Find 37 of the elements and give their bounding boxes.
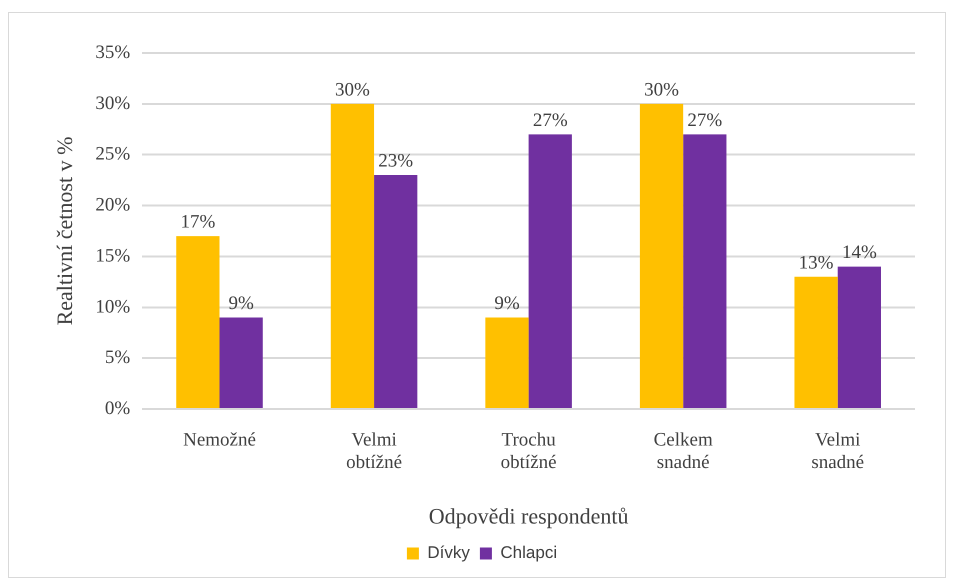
data-label: 27% bbox=[532, 110, 568, 131]
x-tick-label: Celkem snadné bbox=[654, 429, 713, 474]
bar bbox=[374, 175, 418, 408]
legend-label: Chlapci bbox=[500, 543, 558, 562]
bar bbox=[640, 104, 684, 408]
bar bbox=[794, 276, 838, 408]
x-tick-label: Velmi obtížné bbox=[346, 429, 402, 474]
x-tick-label: Nemožné bbox=[183, 429, 256, 450]
data-label: 9% bbox=[494, 292, 520, 314]
y-tick-label: 35% bbox=[95, 42, 130, 63]
data-label: 30% bbox=[335, 79, 370, 100]
data-label: 23% bbox=[378, 150, 414, 172]
data-label: 17% bbox=[180, 212, 216, 233]
x-tick-label: Velmi snadné bbox=[811, 429, 864, 474]
data-label: 27% bbox=[687, 110, 722, 131]
data-label: 14% bbox=[842, 242, 877, 264]
bar bbox=[838, 266, 881, 408]
y-axis-title: Realtivní četnost v % bbox=[52, 136, 77, 326]
bar bbox=[330, 104, 374, 408]
y-tick-label: 25% bbox=[95, 144, 130, 165]
y-tick-label: 20% bbox=[95, 194, 130, 216]
bar bbox=[176, 236, 220, 408]
x-axis-title: Odpovědi respondentů bbox=[428, 504, 629, 529]
y-tick-label: 15% bbox=[95, 245, 130, 266]
data-label: 9% bbox=[228, 292, 254, 314]
y-tick-label: 5% bbox=[104, 347, 130, 368]
bar bbox=[528, 134, 572, 408]
y-tick-label: 30% bbox=[95, 92, 130, 114]
bar bbox=[220, 317, 263, 408]
legend-label: Dívky bbox=[427, 543, 470, 562]
y-tick-label: 0% bbox=[104, 398, 130, 419]
bar bbox=[485, 317, 529, 408]
x-tick-label: Trochu obtížné bbox=[500, 429, 557, 474]
y-tick-label: 10% bbox=[95, 296, 130, 318]
data-label: 13% bbox=[798, 252, 834, 274]
bar bbox=[683, 134, 726, 408]
data-label: 30% bbox=[644, 79, 680, 100]
